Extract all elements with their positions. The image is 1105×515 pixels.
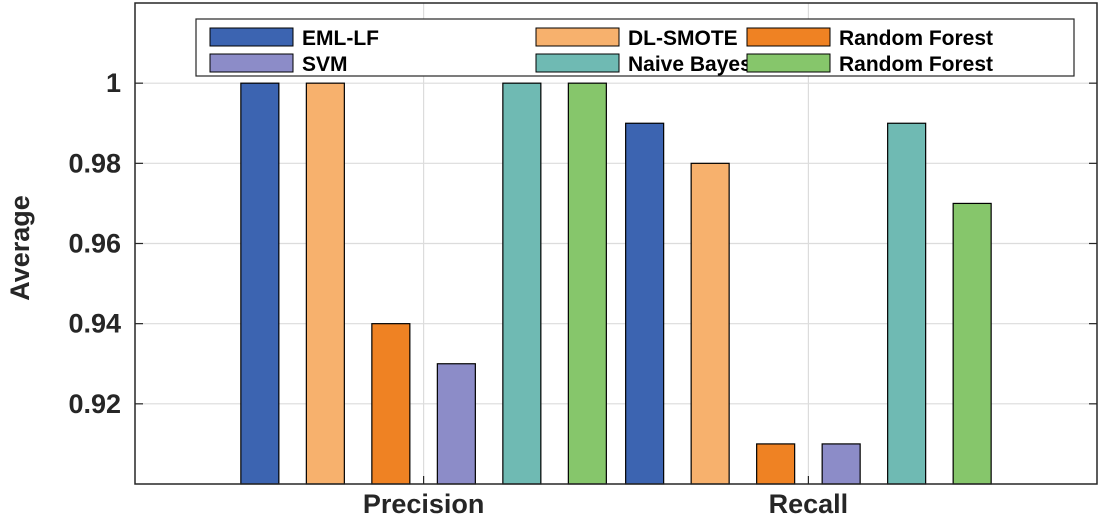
legend-swatch (209, 53, 294, 73)
bar-recall-random-forest (952, 202, 992, 485)
bar-precision-random-forest (371, 323, 411, 485)
legend-swatch (209, 27, 294, 47)
y-tick-label: 1 (106, 68, 121, 98)
legend-label: Random Forest (839, 53, 993, 76)
bar-precision-svm (436, 363, 476, 485)
y-axis-ticks: 0.92 0.94 0.96 0.98 1 (68, 68, 1097, 419)
legend: EML-LF DL-SMOTE Random Forest SVM Naive Baye… (195, 18, 1075, 77)
bar-recall-dl-smote (690, 162, 730, 485)
bar-recall-svm (821, 443, 861, 485)
legend-swatch (535, 53, 620, 73)
bar-recall-naive-bayes (887, 122, 927, 485)
x-tick-label: Precision (363, 489, 485, 515)
legend-label: Random Forest (839, 27, 993, 50)
bar-precision-eml-lf (240, 82, 280, 485)
bar-recall-random-forest (756, 443, 796, 485)
legend-label: Naive Bayes (628, 53, 752, 76)
bar-recall-eml-lf (625, 122, 665, 485)
legend-swatch (535, 27, 620, 47)
legend-label: EML-LF (302, 27, 379, 50)
legend-label: SVM (302, 53, 348, 76)
x-axis-ticks: Precision Recall (363, 476, 848, 515)
y-axis-title: Average (5, 195, 35, 301)
legend-label: DL-SMOTE (628, 27, 738, 50)
bar-precision-dl-smote (305, 82, 345, 485)
legend-box (195, 18, 1075, 77)
y-tick-label: 0.92 (68, 389, 121, 419)
x-tick-label: Recall (769, 489, 849, 515)
grid-lines (135, 3, 1097, 484)
bar-precision-naive-bayes (502, 82, 542, 485)
y-tick-label: 0.94 (68, 309, 121, 339)
bars (240, 82, 992, 485)
bar-precision-random-forest (567, 82, 607, 485)
legend-swatch (746, 53, 831, 73)
y-tick-label: 0.98 (68, 148, 121, 178)
y-tick-label: 0.96 (68, 229, 121, 259)
legend-swatch (746, 27, 831, 47)
